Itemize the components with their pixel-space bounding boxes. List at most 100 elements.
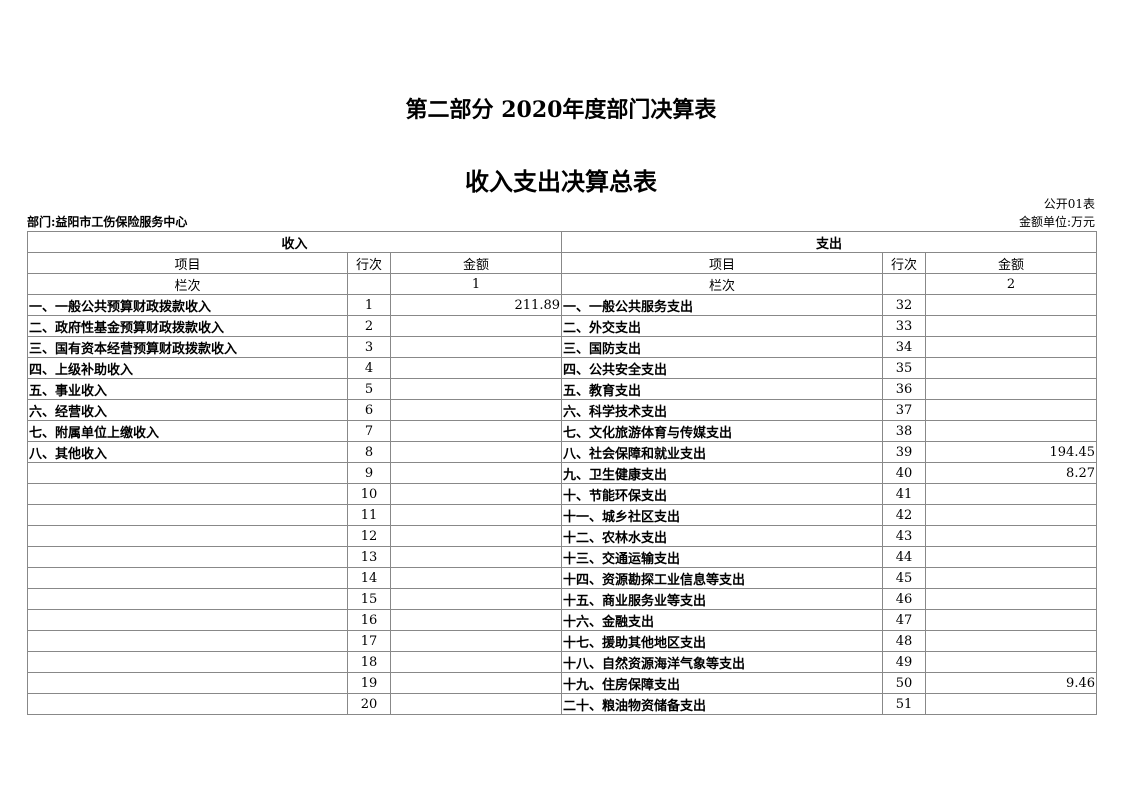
income-line-cell: 11 (347, 504, 391, 526)
income-item-cell: 八、其他收入 (27, 441, 348, 463)
expense-item-cell: 十五、商业服务业等支出 (561, 588, 883, 610)
page-title: 第二部分 2020年度部门决算表 (405, 97, 717, 123)
table-row: 七、附属单位上缴收入 7 七、文化旅游体育与传媒支出 38 (27, 420, 1097, 442)
income-line-cell: 4 (347, 357, 391, 379)
table-row: 19 十九、住房保障支出 50 9.46 (27, 672, 1097, 694)
income-item-cell (27, 630, 348, 652)
expense-item-cell: 十七、援助其他地区支出 (561, 630, 883, 652)
expense-seq-label: 栏次 (561, 273, 883, 295)
income-line-cell: 20 (347, 693, 391, 715)
expense-item-cell: 一、一般公共服务支出 (561, 294, 883, 316)
income-line-cell: 1 (347, 294, 391, 316)
table-row: 五、事业收入 5 五、教育支出 36 (27, 378, 1097, 400)
expense-item-cell: 十二、农林水支出 (561, 525, 883, 547)
income-item-cell (27, 567, 348, 589)
table-row: 一、一般公共预算财政拨款收入 1 211.89 一、一般公共服务支出 32 (27, 294, 1097, 316)
expense-amount-cell (925, 504, 1097, 526)
expense-amount-cell (925, 315, 1097, 337)
expense-line-cell: 47 (882, 609, 926, 631)
expense-item-cell: 二十、粮油物资储备支出 (561, 693, 883, 715)
income-amount-cell (390, 420, 562, 442)
expense-line-cell: 33 (882, 315, 926, 337)
expense-amount-header: 金额 (925, 252, 1097, 274)
income-line-cell: 9 (347, 462, 391, 484)
table-row: 18 十八、自然资源海洋气象等支出 49 (27, 651, 1097, 673)
expense-line-cell: 36 (882, 378, 926, 400)
table-row: 9 九、卫生健康支出 40 8.27 (27, 462, 1097, 484)
income-line-header: 行次 (347, 252, 391, 274)
income-item-cell: 五、事业收入 (27, 378, 348, 400)
income-item-cell (27, 483, 348, 505)
income-line-cell: 3 (347, 336, 391, 358)
income-item-cell (27, 609, 348, 631)
expense-line-cell: 38 (882, 420, 926, 442)
expense-amount-cell (925, 483, 1097, 505)
expense-line-cell: 50 (882, 672, 926, 694)
table-row: 二、政府性基金预算财政拨款收入 2 二、外交支出 33 (27, 315, 1097, 337)
expense-line-header: 行次 (882, 252, 926, 274)
income-item-cell (27, 462, 348, 484)
table-row: 17 十七、援助其他地区支出 48 (27, 630, 1097, 652)
expense-item-cell: 五、教育支出 (561, 378, 883, 400)
income-item-cell (27, 651, 348, 673)
income-item-cell (27, 672, 348, 694)
table-row: 12 十二、农林水支出 43 (27, 525, 1097, 547)
income-amount-cell (390, 399, 562, 421)
expense-line-cell: 49 (882, 651, 926, 673)
income-item-cell (27, 693, 348, 715)
expense-line-cell: 35 (882, 357, 926, 379)
section-header-row: 收入 支出 (27, 231, 1097, 253)
table-row: 六、经营收入 6 六、科学技术支出 37 (27, 399, 1097, 421)
empty-cell (882, 273, 926, 295)
expense-amount-cell (925, 546, 1097, 568)
expense-item-cell: 二、外交支出 (561, 315, 883, 337)
expense-amount-cell (925, 294, 1097, 316)
income-expense-table: 收入 支出 项目 行次 金额 项目 行次 金额 栏次 1 栏次 2 一、一般公共… (27, 231, 1097, 715)
income-seq-label: 栏次 (27, 273, 348, 295)
expense-line-cell: 41 (882, 483, 926, 505)
income-amount-cell (390, 630, 562, 652)
expense-line-cell: 46 (882, 588, 926, 610)
table-title: 收入支出决算总表 (465, 167, 657, 196)
expense-line-cell: 43 (882, 525, 926, 547)
income-item-cell (27, 525, 348, 547)
expense-item-cell: 十三、交通运输支出 (561, 546, 883, 568)
income-line-cell: 16 (347, 609, 391, 631)
income-amount-cell (390, 567, 562, 589)
empty-cell (347, 273, 391, 295)
income-line-cell: 15 (347, 588, 391, 610)
expense-amount-cell (925, 420, 1097, 442)
income-item-cell: 四、上级补助收入 (27, 357, 348, 379)
income-line-cell: 7 (347, 420, 391, 442)
income-amount-header: 金额 (390, 252, 562, 274)
column-seq-row: 栏次 1 栏次 2 (27, 273, 1097, 295)
expense-line-cell: 45 (882, 567, 926, 589)
department-label: 部门:益阳市工伤保险服务中心 (27, 215, 188, 229)
income-line-cell: 13 (347, 546, 391, 568)
expense-line-cell: 42 (882, 504, 926, 526)
expense-item-cell: 八、社会保障和就业支出 (561, 441, 883, 463)
income-item-cell: 六、经营收入 (27, 399, 348, 421)
income-line-cell: 17 (347, 630, 391, 652)
table-row: 三、国有资本经营预算财政拨款收入 3 三、国防支出 34 (27, 336, 1097, 358)
income-item-cell (27, 588, 348, 610)
expense-amount-cell (925, 399, 1097, 421)
income-amount-cell: 211.89 (390, 294, 562, 316)
income-amount-cell (390, 378, 562, 400)
expense-seq: 2 (925, 273, 1097, 295)
expense-line-cell: 44 (882, 546, 926, 568)
income-amount-cell (390, 525, 562, 547)
expense-line-cell: 34 (882, 336, 926, 358)
expense-item-cell: 十六、金融支出 (561, 609, 883, 631)
income-header: 收入 (27, 231, 562, 253)
expense-item-cell: 四、公共安全支出 (561, 357, 883, 379)
expense-item-cell: 十一、城乡社区支出 (561, 504, 883, 526)
income-item-cell: 七、附属单位上缴收入 (27, 420, 348, 442)
expense-line-cell: 40 (882, 462, 926, 484)
table-row: 13 十三、交通运输支出 44 (27, 546, 1097, 568)
expense-amount-cell (925, 336, 1097, 358)
income-amount-cell (390, 651, 562, 673)
income-amount-cell (390, 336, 562, 358)
expense-line-cell: 39 (882, 441, 926, 463)
expense-item-cell: 十八、自然资源海洋气象等支出 (561, 651, 883, 673)
